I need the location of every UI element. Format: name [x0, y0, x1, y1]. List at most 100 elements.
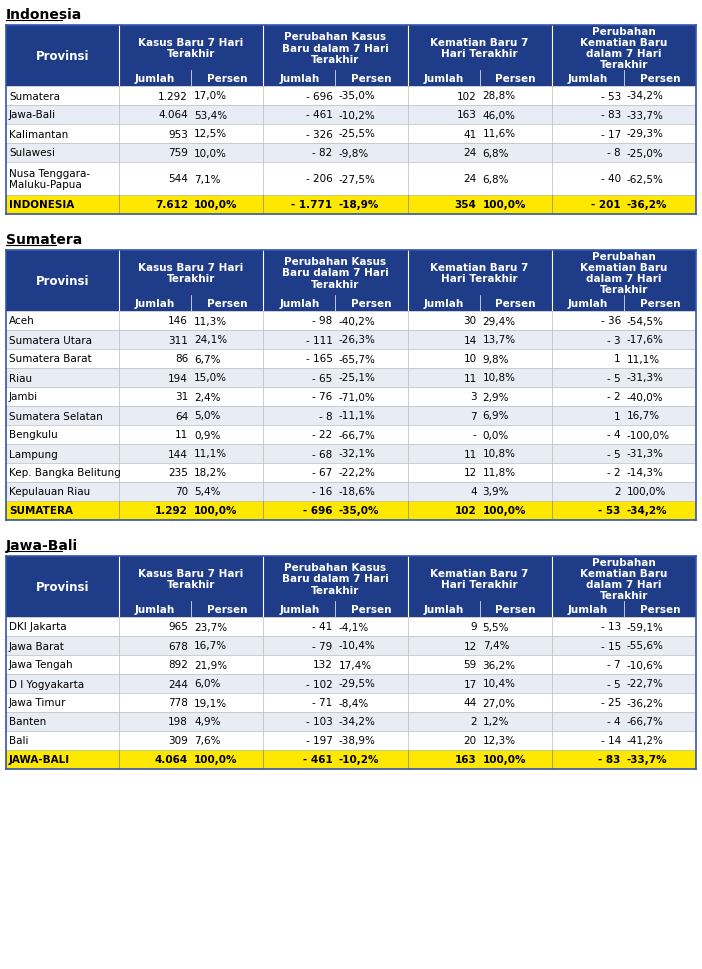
Text: - 197: - 197	[305, 735, 332, 746]
Text: 27,0%: 27,0%	[483, 698, 516, 707]
Text: - 165: - 165	[305, 354, 332, 364]
Text: Jumlah: Jumlah	[568, 298, 608, 309]
Text: 5,4%: 5,4%	[194, 487, 220, 497]
Text: Sumatera: Sumatera	[9, 91, 60, 102]
Text: -34,2%: -34,2%	[627, 506, 668, 516]
Bar	[263, 296, 336, 312]
Text: Bengkulu: Bengkulu	[9, 430, 58, 440]
Text: 7,1%: 7,1%	[194, 174, 220, 184]
Bar	[6, 87, 696, 106]
Bar	[6, 251, 119, 312]
Text: - 4: - 4	[607, 430, 621, 440]
Text: 86: 86	[175, 354, 188, 364]
Text: 7.612: 7.612	[155, 201, 188, 210]
Text: Persen: Persen	[496, 298, 536, 309]
Text: 11,8%: 11,8%	[483, 468, 516, 478]
Text: Sumatera: Sumatera	[6, 233, 82, 247]
Text: -36,2%: -36,2%	[627, 698, 664, 707]
Bar	[407, 26, 552, 71]
Text: D I Yogyakarta: D I Yogyakarta	[9, 679, 84, 689]
Text: 6,8%: 6,8%	[483, 174, 509, 184]
Bar	[6, 674, 696, 693]
Text: 10,8%: 10,8%	[483, 373, 516, 383]
Text: Persen: Persen	[640, 298, 680, 309]
Text: Jumlah: Jumlah	[135, 298, 176, 309]
Text: 311: 311	[168, 335, 188, 345]
Text: -25,5%: -25,5%	[338, 130, 376, 140]
Text: 36,2%: 36,2%	[483, 660, 516, 670]
Text: 7: 7	[470, 411, 477, 422]
Text: -25,0%: -25,0%	[627, 148, 663, 158]
Text: 23,7%: 23,7%	[194, 622, 227, 632]
Text: 11: 11	[175, 430, 188, 440]
Bar	[6, 637, 696, 655]
Text: -35,0%: -35,0%	[338, 506, 379, 516]
Bar	[119, 602, 191, 617]
Text: 15,0%: 15,0%	[194, 373, 227, 383]
Text: 144: 144	[168, 449, 188, 459]
Bar	[6, 196, 696, 215]
Bar	[263, 602, 336, 617]
Text: 100,0%: 100,0%	[194, 755, 237, 765]
Bar	[552, 602, 624, 617]
Text: Banten: Banten	[9, 717, 46, 727]
Text: -33,7%: -33,7%	[627, 755, 668, 765]
Text: Aceh: Aceh	[9, 316, 35, 327]
Text: 100,0%: 100,0%	[194, 201, 237, 210]
Text: 6,7%: 6,7%	[194, 354, 220, 364]
Text: - 82: - 82	[312, 148, 332, 158]
Text: 13,7%: 13,7%	[483, 335, 516, 345]
Text: 2,4%: 2,4%	[194, 392, 220, 402]
Text: -34,2%: -34,2%	[627, 91, 664, 102]
Text: Perubahan Kasus
Baru dalam 7 Hari
Terakhir: Perubahan Kasus Baru dalam 7 Hari Terakh…	[282, 32, 389, 65]
Text: Jumlah: Jumlah	[279, 605, 319, 614]
Text: -29,5%: -29,5%	[338, 679, 376, 689]
Text: - 2: - 2	[607, 468, 621, 478]
Text: - 1.771: - 1.771	[291, 201, 332, 210]
Text: Jumlah: Jumlah	[279, 74, 319, 84]
Text: 100,0%: 100,0%	[483, 201, 526, 210]
Text: Kematian Baru 7
Hari Terakhir: Kematian Baru 7 Hari Terakhir	[430, 568, 529, 589]
Text: -25,1%: -25,1%	[338, 373, 376, 383]
Bar	[407, 556, 552, 602]
Text: 100,0%: 100,0%	[627, 487, 666, 497]
Text: Perubahan
Kematian Baru
dalam 7 Hari
Terakhir: Perubahan Kematian Baru dalam 7 Hari Ter…	[580, 27, 668, 70]
Text: 14: 14	[463, 335, 477, 345]
Text: -41,2%: -41,2%	[627, 735, 664, 746]
Text: 5,5%: 5,5%	[483, 622, 509, 632]
Text: 3: 3	[470, 392, 477, 402]
Text: 4.064: 4.064	[159, 110, 188, 120]
Text: 11: 11	[463, 449, 477, 459]
Bar	[6, 732, 696, 750]
Text: - 3: - 3	[607, 335, 621, 345]
Text: 44: 44	[463, 698, 477, 707]
Text: 17: 17	[463, 679, 477, 689]
Text: Perubahan Kasus
Baru dalam 7 Hari
Terakhir: Perubahan Kasus Baru dalam 7 Hari Terakh…	[282, 563, 389, 595]
Text: -31,3%: -31,3%	[627, 449, 664, 459]
Text: 354: 354	[455, 201, 477, 210]
Bar	[6, 312, 696, 330]
Text: Perubahan Kasus
Baru dalam 7 Hari
Terakhir: Perubahan Kasus Baru dalam 7 Hari Terakh…	[282, 257, 389, 290]
Text: Sumatera Barat: Sumatera Barat	[9, 354, 92, 364]
Bar	[263, 26, 407, 71]
Bar	[191, 296, 263, 312]
Bar	[479, 602, 552, 617]
Text: -32,1%: -32,1%	[338, 449, 376, 459]
Bar	[119, 251, 263, 296]
Text: 24,1%: 24,1%	[194, 335, 227, 345]
Text: - 4: - 4	[607, 717, 621, 727]
Text: 17,4%: 17,4%	[338, 660, 371, 670]
Bar	[6, 143, 696, 163]
Text: 16,7%: 16,7%	[627, 411, 660, 422]
Text: - 98: - 98	[312, 316, 332, 327]
Text: DKI Jakarta: DKI Jakarta	[9, 622, 67, 632]
Text: 309: 309	[168, 735, 188, 746]
Text: - 53: - 53	[599, 506, 621, 516]
Bar	[119, 71, 191, 87]
Bar	[479, 71, 552, 87]
Text: -22,2%: -22,2%	[338, 468, 376, 478]
Text: 28,8%: 28,8%	[483, 91, 516, 102]
Text: - 102: - 102	[305, 679, 332, 689]
Text: Persen: Persen	[496, 605, 536, 614]
Text: -38,9%: -38,9%	[338, 735, 376, 746]
